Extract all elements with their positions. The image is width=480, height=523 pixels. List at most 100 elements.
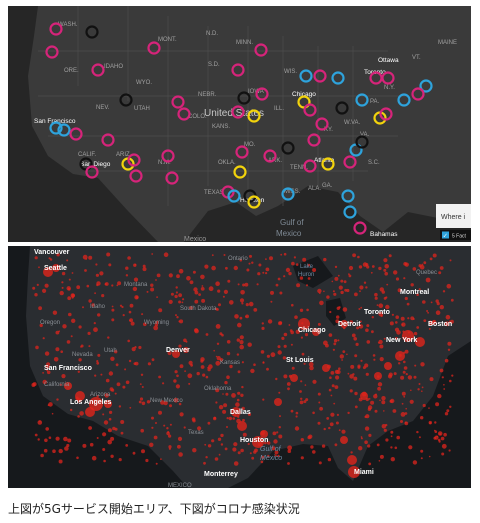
map-popup-box[interactable]: [436, 204, 471, 228]
5g-marker-pink[interactable]: [177, 107, 191, 121]
5g-marker-pink[interactable]: [381, 71, 395, 85]
case-dot: [67, 438, 72, 443]
5g-marker-yellow[interactable]: [247, 109, 261, 123]
case-dot: [443, 384, 445, 386]
case-dot: [237, 391, 241, 395]
case-dot: [202, 373, 206, 377]
5g-marker-black[interactable]: [281, 141, 295, 155]
legend-checkbox[interactable]: [442, 231, 449, 239]
5g-marker-pink[interactable]: [411, 87, 425, 101]
case-dot: [42, 379, 47, 385]
case-dot: [267, 454, 270, 458]
5g-marker-pink[interactable]: [129, 169, 143, 183]
case-dot: [287, 387, 290, 391]
case-dot: [323, 427, 326, 431]
case-dot: [446, 283, 452, 289]
case-dot-large: [172, 350, 180, 358]
5g-marker-pink[interactable]: [353, 221, 367, 235]
case-dot: [450, 298, 454, 302]
5g-marker-pink[interactable]: [161, 149, 175, 163]
case-dot: [302, 257, 307, 262]
5g-marker-blue[interactable]: [227, 189, 241, 203]
5g-marker-pink[interactable]: [315, 117, 329, 131]
5g-marker-pink[interactable]: [165, 171, 179, 185]
5g-marker-yellow[interactable]: [321, 157, 335, 171]
case-dot: [317, 288, 322, 294]
5g-marker-pink[interactable]: [307, 133, 321, 147]
5g-marker-pink[interactable]: [127, 153, 141, 167]
5g-marker-black[interactable]: [85, 25, 99, 39]
5g-marker-pink[interactable]: [101, 133, 115, 147]
city-label: Houston: [240, 437, 268, 444]
5g-marker-pink[interactable]: [91, 63, 105, 77]
case-dot: [58, 448, 63, 454]
5g-marker-pink[interactable]: [69, 127, 83, 141]
state-label: MONT.: [158, 37, 177, 43]
5g-marker-black[interactable]: [119, 93, 133, 107]
5g-marker-pink[interactable]: [171, 95, 185, 109]
case-dot: [71, 272, 74, 274]
case-dot: [70, 335, 73, 338]
5g-marker-pink[interactable]: [313, 69, 327, 83]
case-dot: [300, 456, 304, 460]
case-dot: [262, 398, 265, 401]
case-dot: [295, 415, 298, 418]
case-dot: [336, 413, 339, 416]
5g-marker-pink[interactable]: [303, 103, 317, 117]
5g-marker-pink[interactable]: [263, 149, 277, 163]
5g-marker-blue[interactable]: [331, 71, 345, 85]
5g-marker-blue[interactable]: [355, 93, 369, 107]
5g-marker-yellow[interactable]: [233, 165, 247, 179]
case-dot: [217, 437, 222, 441]
5g-marker-blue[interactable]: [341, 189, 355, 203]
5g-marker-pink[interactable]: [231, 63, 245, 77]
case-dot: [175, 286, 178, 289]
5g-marker-pink[interactable]: [45, 45, 59, 59]
5g-marker-pink[interactable]: [254, 43, 268, 57]
case-dot: [434, 429, 436, 432]
5g-marker-pink[interactable]: [379, 107, 393, 121]
case-dot: [390, 457, 395, 462]
5g-marker-yellow[interactable]: [247, 195, 261, 209]
city-label: Monterrey: [204, 471, 238, 478]
5g-marker-pink[interactable]: [147, 41, 161, 55]
5g-marker-pink[interactable]: [235, 145, 249, 159]
case-dot: [333, 402, 336, 405]
case-dot: [395, 315, 400, 319]
5g-marker-black[interactable]: [237, 91, 251, 105]
5g-marker-pink[interactable]: [231, 105, 245, 119]
legend-bar[interactable]: [440, 230, 471, 240]
case-dot: [194, 328, 199, 334]
case-dot: [174, 294, 178, 299]
case-dot: [321, 444, 326, 448]
5g-marker-pink[interactable]: [343, 155, 357, 169]
5g-marker-black[interactable]: [355, 135, 369, 149]
case-dot: [110, 356, 115, 361]
5g-marker-blue[interactable]: [49, 121, 63, 135]
case-dot: [183, 338, 187, 343]
5g-marker-pink[interactable]: [85, 165, 99, 179]
state-label: TENN.: [290, 165, 308, 171]
case-dot: [118, 405, 122, 408]
5g-marker-black[interactable]: [335, 101, 349, 115]
case-dot: [347, 411, 350, 415]
case-dot: [186, 276, 191, 281]
5g-marker-pink[interactable]: [303, 159, 317, 173]
case-dot: [64, 446, 69, 451]
case-dot: [342, 307, 348, 312]
case-dot: [103, 420, 109, 425]
case-dot: [176, 274, 180, 279]
case-dot: [418, 436, 421, 439]
5g-marker-blue[interactable]: [419, 79, 433, 93]
case-dot: [378, 339, 383, 345]
case-dot: [95, 263, 98, 266]
5g-marker-blue[interactable]: [299, 69, 313, 83]
5g-marker-blue[interactable]: [57, 123, 71, 137]
case-dot: [422, 403, 426, 408]
5g-marker-blue[interactable]: [397, 93, 411, 107]
5g-marker-blue[interactable]: [281, 187, 295, 201]
5g-marker-pink[interactable]: [49, 22, 63, 36]
5g-marker-pink[interactable]: [255, 87, 269, 101]
case-dot: [120, 420, 125, 424]
5g-marker-blue[interactable]: [343, 205, 357, 219]
